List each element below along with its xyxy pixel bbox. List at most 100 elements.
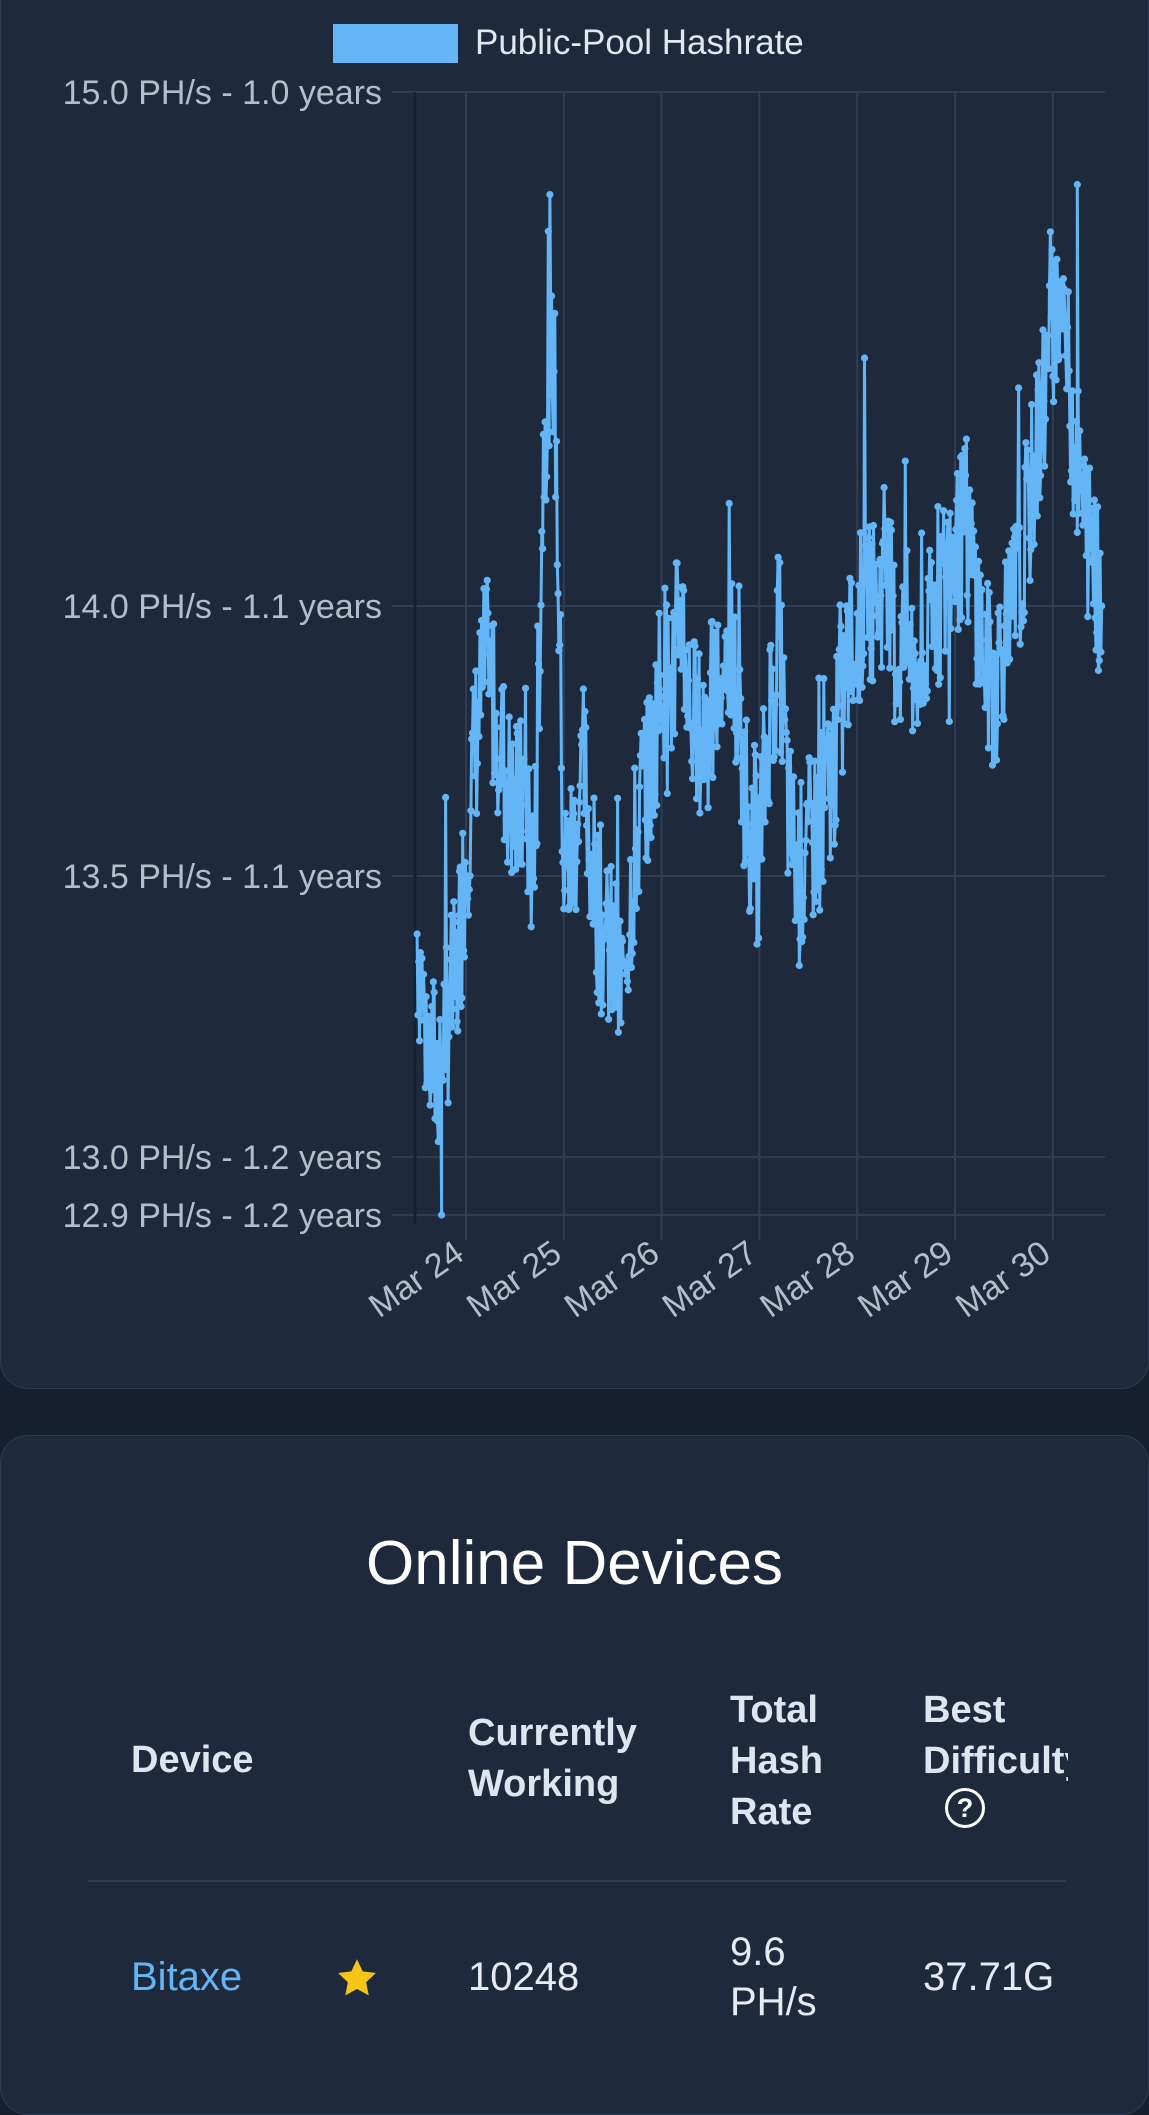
data-point (607, 862, 615, 871)
data-point (483, 576, 491, 584)
data-point (823, 738, 831, 746)
data-point (1080, 461, 1088, 469)
data-point (887, 526, 896, 534)
data-point (1059, 275, 1067, 283)
data-point (596, 970, 604, 978)
data-point (1064, 288, 1072, 296)
data-point (442, 944, 450, 952)
data-point (644, 856, 652, 865)
data-point (513, 729, 521, 738)
header-working-line2[interactable]: Working (468, 1763, 620, 1805)
data-point (852, 668, 861, 677)
data-point (534, 622, 542, 630)
help-icon[interactable]: ? (945, 1788, 985, 1828)
data-point (942, 541, 950, 549)
data-point (808, 838, 817, 847)
data-point (724, 687, 732, 695)
data-point (953, 470, 962, 478)
header-hashrate-line2[interactable]: Hash (730, 1740, 823, 1782)
device-link[interactable]: Bitaxe (131, 1955, 243, 1999)
data-point (486, 637, 494, 645)
data-point (821, 804, 829, 812)
hashrate-value-line2: PH/s (730, 1980, 817, 2024)
data-point (997, 646, 1006, 654)
data-point (526, 818, 535, 826)
data-point (524, 888, 532, 896)
data-point (547, 327, 555, 335)
data-point (455, 911, 463, 920)
data-point (461, 858, 469, 867)
header-hashrate-line3[interactable]: Rate (730, 1791, 813, 1833)
data-point (1062, 352, 1070, 360)
data-point (1089, 600, 1098, 608)
data-point (781, 715, 789, 724)
data-point (1081, 455, 1089, 463)
data-point (645, 814, 653, 822)
header-difficulty-line2[interactable]: Difficulty (923, 1740, 1068, 1782)
data-point (504, 790, 512, 798)
data-point (681, 646, 689, 654)
data-point (447, 911, 455, 919)
data-point (464, 911, 472, 919)
data-point (856, 529, 865, 537)
data-point (1032, 371, 1041, 379)
data-point (469, 685, 477, 693)
header-working-line1[interactable]: Currently (468, 1712, 637, 1754)
data-point (1053, 255, 1061, 263)
data-point (646, 821, 654, 829)
data-point (682, 671, 690, 679)
data-point (943, 555, 951, 563)
data-point (1086, 543, 1094, 552)
data-point (564, 817, 572, 825)
data-point (418, 954, 426, 962)
data-point (971, 543, 980, 551)
data-point (624, 986, 632, 994)
data-point (582, 723, 590, 732)
data-point (1082, 552, 1090, 560)
data-point (597, 1010, 605, 1018)
data-point (898, 619, 906, 627)
data-point (539, 545, 547, 553)
header-difficulty-line1[interactable]: Best (923, 1689, 1006, 1731)
data-point (499, 779, 507, 787)
data-point (834, 702, 843, 710)
data-point (684, 712, 692, 720)
header-hashrate-line1[interactable]: Total (730, 1689, 818, 1731)
data-point (963, 591, 971, 599)
data-point (906, 620, 914, 629)
data-point (719, 674, 727, 682)
data-point (739, 735, 747, 743)
data-point (628, 949, 636, 958)
data-point (436, 1016, 444, 1024)
data-point (609, 923, 617, 931)
star-icon[interactable] (334, 1956, 380, 2000)
data-point (666, 664, 674, 672)
data-point (697, 727, 706, 735)
data-point (961, 445, 969, 453)
data-point (630, 938, 638, 947)
data-point (1073, 528, 1081, 537)
data-point (753, 940, 761, 948)
data-point (782, 728, 790, 737)
data-point (709, 773, 717, 782)
data-point (669, 614, 677, 622)
data-point (605, 946, 614, 954)
data-point (516, 763, 524, 772)
data-point (890, 561, 898, 569)
data-point (940, 507, 948, 515)
data-point (671, 730, 679, 738)
data-point (750, 741, 759, 749)
header-device[interactable]: Device (131, 1739, 254, 1781)
data-point (897, 612, 905, 621)
data-point (1045, 282, 1054, 290)
data-point (623, 977, 632, 986)
data-point (904, 658, 912, 667)
data-point (1063, 323, 1072, 331)
data-point (413, 930, 421, 938)
data-point (518, 860, 526, 868)
data-point (966, 486, 974, 494)
data-point (793, 847, 801, 855)
data-point (699, 681, 707, 689)
data-point (1011, 632, 1019, 640)
data-point (1037, 471, 1045, 480)
